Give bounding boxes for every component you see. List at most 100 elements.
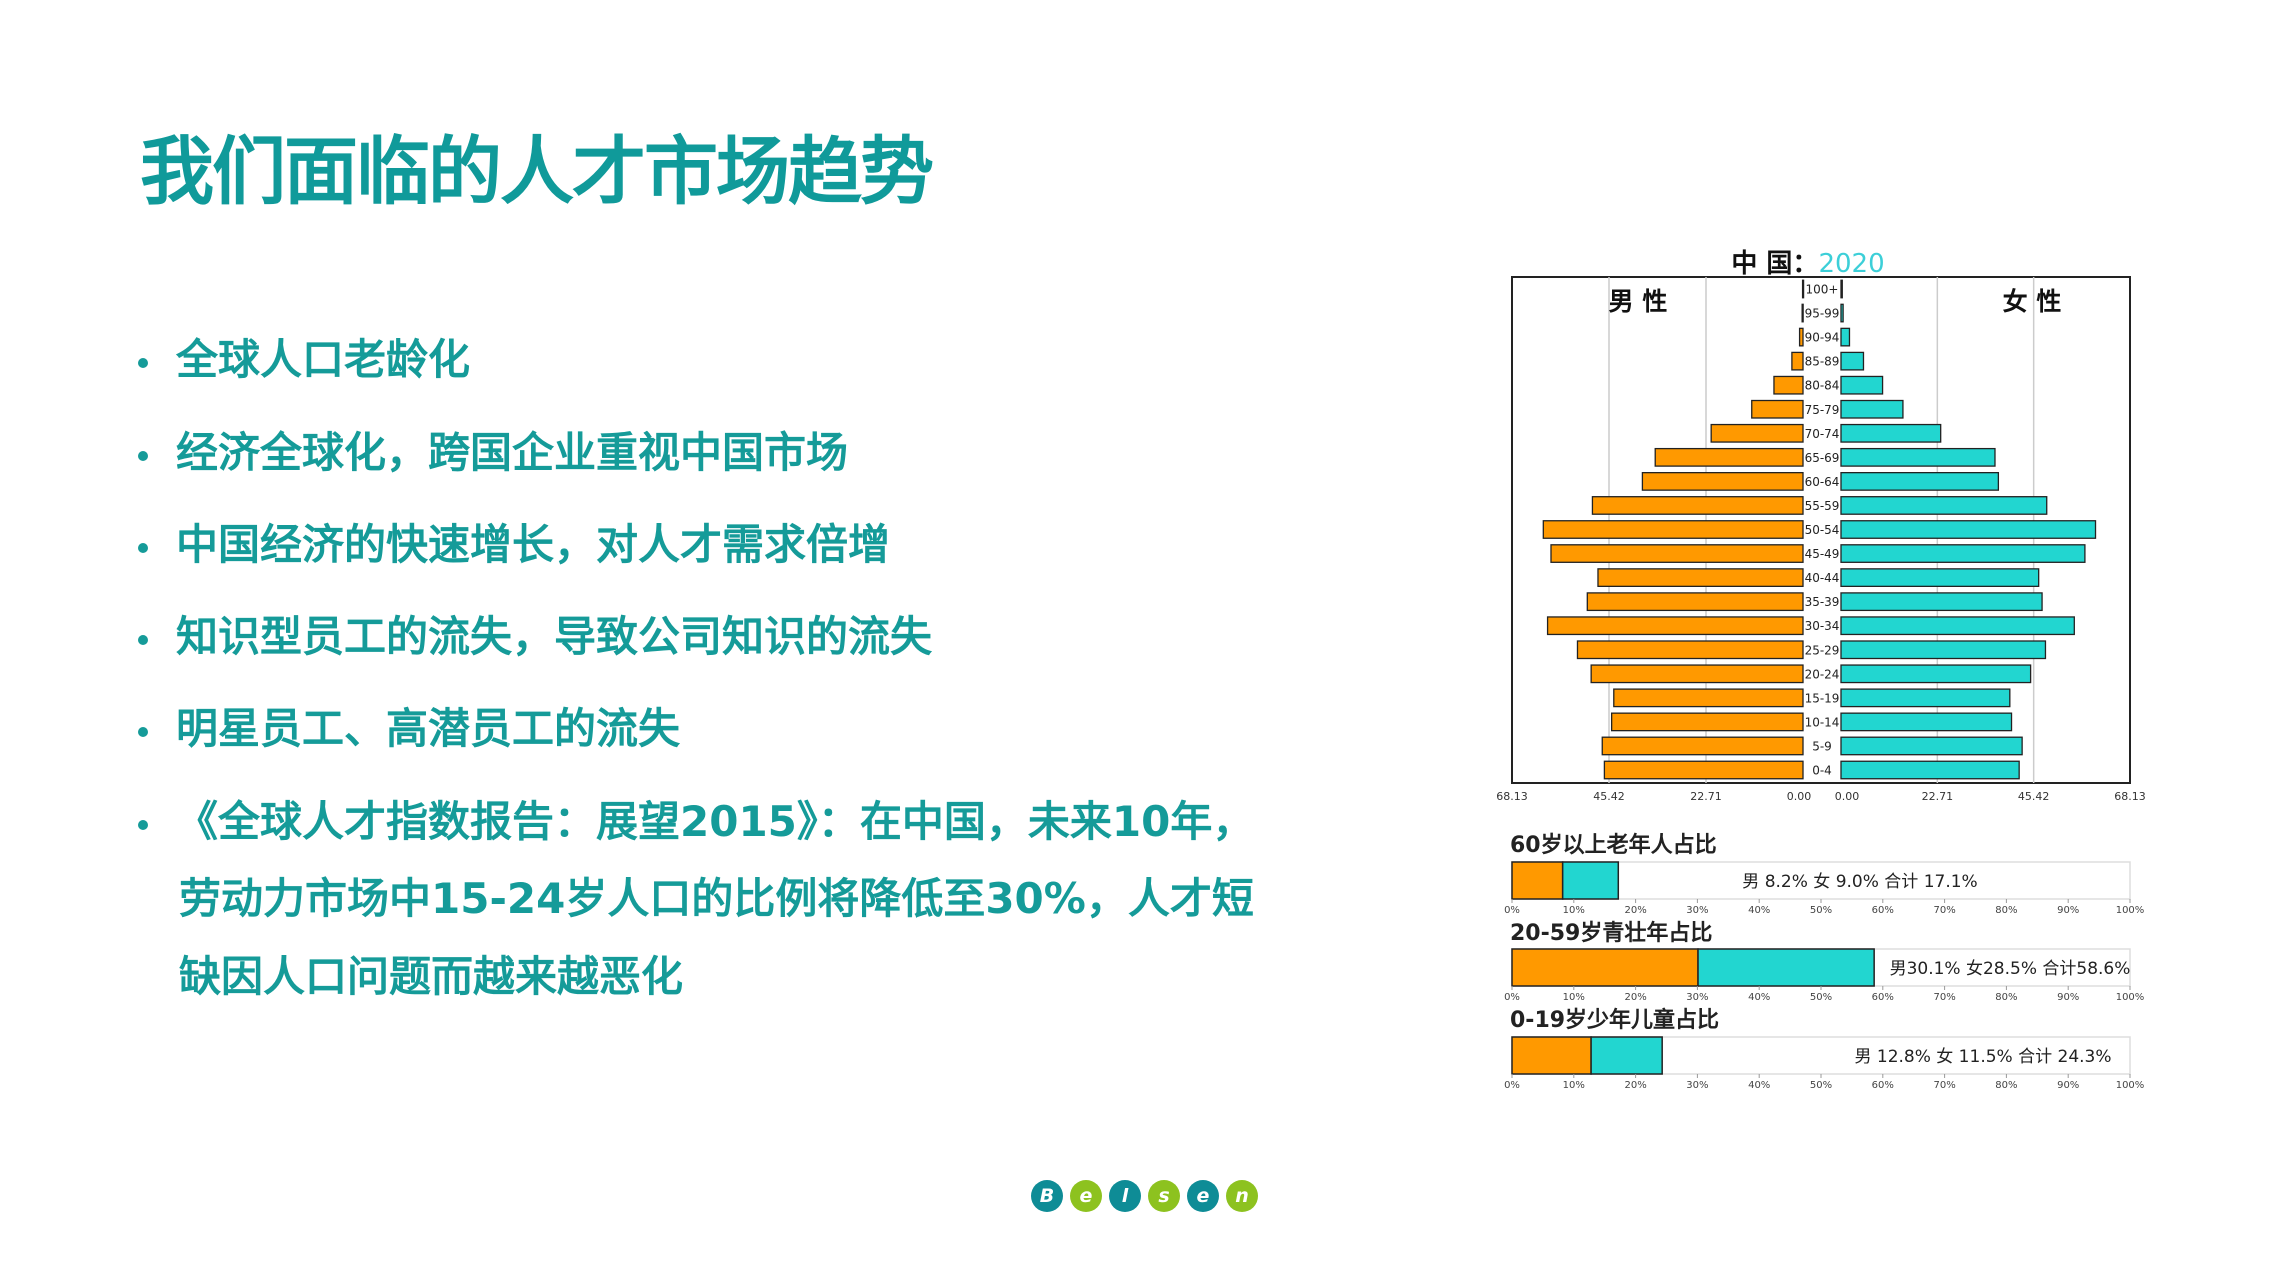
male-bar	[1603, 760, 1804, 780]
x-tick-label: 80%	[1995, 992, 2017, 1003]
female-bar	[1840, 447, 1996, 467]
age-group-label: 15-19	[1805, 691, 1840, 705]
female-bar	[1840, 616, 2075, 636]
age-group-label: 0-4	[1812, 764, 1832, 778]
bullet-dot	[138, 542, 148, 553]
logo-letter-circle: n	[1226, 1180, 1258, 1212]
age-group-label: 25-29	[1805, 643, 1840, 657]
x-tick-label: 45.42	[2018, 790, 2050, 803]
female-bar	[1840, 375, 1884, 395]
x-tick-label: 30%	[1686, 992, 1708, 1003]
x-tick-label: 50%	[1810, 1080, 1832, 1091]
ratio-chart-title: 60岁以上老年人占比	[1510, 832, 1717, 858]
x-tick-label: 60%	[1872, 905, 1894, 916]
age-group-label: 95-99	[1805, 307, 1840, 321]
bullet-dot	[138, 357, 148, 368]
bullet-dot	[138, 726, 148, 737]
age-group-label: 60-64	[1805, 475, 1840, 489]
bullet-text: 《全球人才指数报告：展望2015》：在中国，未来10年，	[176, 797, 1255, 846]
x-tick-label: 40%	[1748, 905, 1770, 916]
x-tick-label: 60%	[1872, 1080, 1894, 1091]
female-bar	[1840, 399, 1904, 419]
age-group-label: 40-44	[1805, 571, 1840, 585]
bullet-item: 中国经济的快速增长，对人才需求倍增	[138, 511, 890, 572]
bullet-text: 明星员工、高潜员工的流失	[176, 704, 681, 753]
age-group-label: 100+	[1806, 283, 1839, 297]
male-bar	[1710, 423, 1804, 443]
logo-letter-circle: s	[1148, 1180, 1180, 1212]
age-group-label: 20-24	[1805, 667, 1840, 681]
male-bar	[1610, 712, 1804, 732]
male-ratio-bar	[1511, 948, 1699, 987]
male-bar	[1773, 375, 1804, 395]
female-bar	[1840, 712, 2013, 732]
x-tick-label: 0%	[1504, 1080, 1520, 1091]
male-bar	[1591, 496, 1804, 515]
x-tick-label: 50%	[1810, 992, 1832, 1003]
female-bar	[1840, 471, 2000, 491]
x-tick-label: 20%	[1624, 1080, 1646, 1091]
x-tick-label: 30%	[1686, 905, 1708, 916]
ratio-value-label: 男30.1% 女28.5% 合计58.6%	[1890, 959, 2131, 979]
bullet-item: 全球人口老龄化	[138, 326, 470, 387]
x-tick-label: 22.71	[1690, 790, 1722, 803]
bullet-dot	[138, 450, 148, 461]
x-tick-label: 0.00	[1835, 790, 1860, 803]
age-group-label: 5-9	[1812, 739, 1832, 753]
x-tick-label: 90%	[2057, 1080, 2079, 1091]
male-bar	[1550, 544, 1804, 563]
x-tick-label: 40%	[1748, 992, 1770, 1003]
female-bar	[1840, 760, 2020, 780]
female-bar	[1840, 423, 1942, 443]
bullet-text-continuation: 缺因人口问题而越来越恶化	[179, 952, 684, 1001]
bullet-item: 明星员工、高潜员工的流失	[138, 695, 680, 756]
x-tick-label: 10%	[1563, 1080, 1585, 1091]
x-tick-label: 20%	[1624, 905, 1646, 916]
female-ratio-bar	[1697, 948, 1875, 987]
x-tick-label: 50%	[1810, 905, 1832, 916]
female-bar	[1840, 592, 2043, 612]
bullet-item: 经济全球化，跨国企业重视中国市场	[138, 419, 848, 480]
x-tick-label: 40%	[1748, 1080, 1770, 1091]
male-bar	[1654, 447, 1804, 467]
female-bar	[1840, 688, 2011, 708]
male-bar	[1597, 568, 1804, 587]
ratio-chart-title: 20-59岁青壮年占比	[1510, 920, 1712, 946]
male-label: 男 性	[1609, 287, 1668, 316]
female-bar	[1840, 327, 1851, 347]
x-tick-label: 80%	[1995, 1080, 2017, 1091]
age-group-label: 30-34	[1805, 619, 1840, 633]
ratio-chart-title: 0-19岁少年儿童占比	[1510, 1007, 1719, 1033]
female-bar	[1840, 496, 2048, 515]
age-group-label: 35-39	[1805, 595, 1840, 609]
slide-title: 我们面临的人才市场趋势	[140, 129, 934, 215]
female-bar	[1840, 520, 2097, 539]
bullet-dot	[138, 819, 148, 830]
male-bar	[1641, 471, 1804, 491]
female-bar	[1840, 640, 2047, 660]
bullet-dot	[138, 634, 148, 645]
bullet-item: 《全球人才指数报告：展望2015》：在中国，未来10年，	[138, 788, 1254, 849]
age-group-label: 85-89	[1805, 355, 1840, 369]
pyramid-title: 中 国：2020	[1731, 249, 1884, 279]
x-tick-label: 20%	[1624, 992, 1646, 1003]
logo-letter-circle: l	[1109, 1180, 1141, 1212]
x-tick-label: 0.00	[1787, 790, 1812, 803]
age-group-label: 80-84	[1805, 379, 1840, 393]
male-bar	[1590, 664, 1804, 684]
bullet-text: 中国经济的快速增长，对人才需求倍增	[176, 520, 891, 569]
female-bar	[1840, 736, 2023, 756]
x-tick-label: 100%	[2116, 992, 2145, 1003]
x-tick-label: 90%	[2057, 992, 2079, 1003]
male-bar	[1613, 688, 1804, 708]
female-bar	[1840, 351, 1865, 371]
male-bar	[1751, 399, 1804, 419]
male-bar	[1801, 303, 1804, 323]
male-bar	[1586, 592, 1804, 612]
x-tick-label: 30%	[1686, 1080, 1708, 1091]
age-group-label: 65-69	[1805, 451, 1840, 465]
logo-letter-circle: e	[1187, 1180, 1219, 1212]
male-bar	[1801, 279, 1805, 299]
